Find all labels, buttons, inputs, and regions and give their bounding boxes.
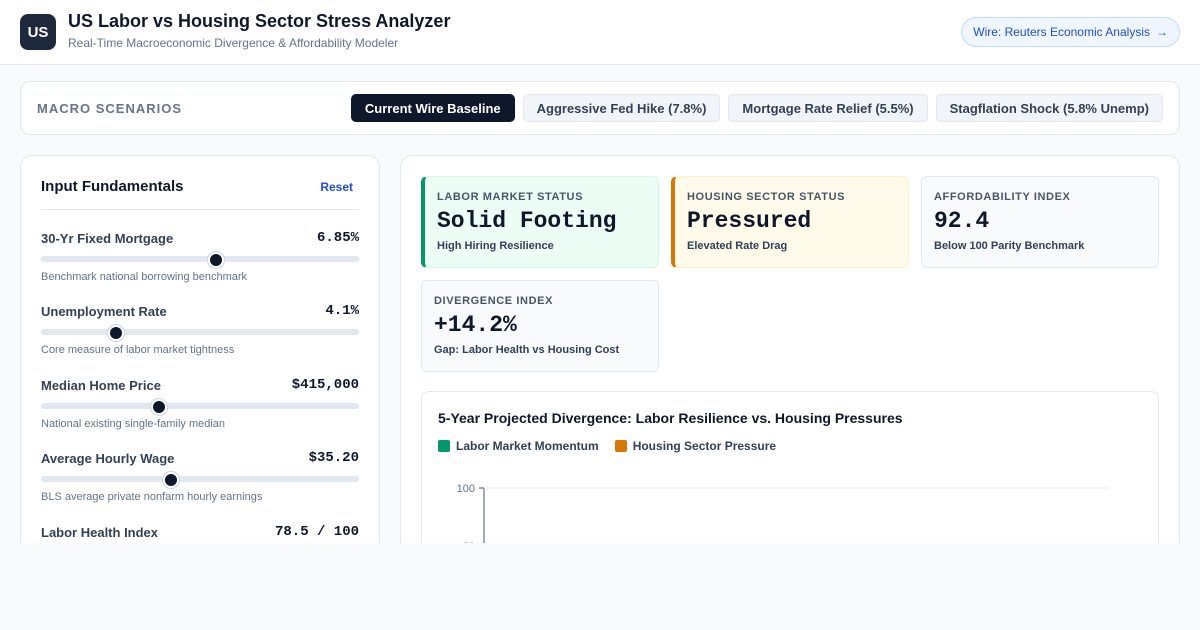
legend-label-labor: Labor Market Momentum	[456, 439, 599, 453]
legend-item-labor: Labor Market Momentum	[438, 439, 599, 453]
field-help: BLS average private nonfarm hourly earni…	[41, 491, 263, 503]
legend-item-housing: Housing Sector Pressure	[614, 439, 777, 453]
field-label: Labor Health Index	[41, 525, 159, 540]
field-value: 4.1%	[325, 303, 359, 319]
app-subtitle: Real-Time Macroeconomic Divergence & Aff…	[68, 36, 399, 50]
card-label: AFFORDABILITY INDEX	[934, 191, 1071, 203]
field-value: 6.85%	[316, 230, 359, 246]
app-header: US US Labor vs Housing Sector Stress Ana…	[0, 0, 1200, 65]
card-value: +14.2%	[434, 312, 517, 338]
card-value: Pressured	[687, 208, 812, 234]
app-title: US Labor vs Housing Sector Stress Analyz…	[68, 11, 451, 31]
panel-divider	[41, 209, 359, 210]
divergence-index-card: DIVERGENCE INDEX +14.2% Gap: Labor Healt…	[421, 280, 659, 372]
chart-title: 5-Year Projected Divergence: Labor Resil…	[438, 410, 903, 426]
field-help: Core measure of labor market tightness	[41, 344, 235, 356]
scenario-aggressive-fed-hike[interactable]: Aggressive Fed Hike (7.8%)	[522, 94, 721, 122]
mortgage-rate-slider-thumb[interactable]	[207, 252, 224, 268]
card-note: Below 100 Parity Benchmark	[934, 240, 1085, 252]
field-value: $415,000	[291, 377, 359, 393]
average-hourly-wage-field: Average Hourly Wage $35.20 BLS average p…	[41, 450, 359, 511]
chart-legend: Labor Market Momentum Housing Sector Pre…	[438, 439, 776, 453]
scenario-stagflation-shock[interactable]: Stagflation Shock (5.8% Unemp)	[935, 94, 1163, 122]
legend-swatch-housing	[614, 440, 627, 452]
field-help: National existing single-family median	[41, 418, 226, 430]
card-value: 92.4	[934, 208, 990, 234]
card-label: DIVERGENCE INDEX	[434, 295, 554, 307]
analysis-panel: LABOR MARKET STATUS Solid Footing High H…	[400, 155, 1180, 575]
field-label: Median Home Price	[41, 378, 161, 393]
page-bottom-background	[0, 543, 1200, 630]
scenarios-label: MACRO SCENARIOS	[37, 101, 183, 116]
mortgage-rate-field: 30-Yr Fixed Mortgage 6.85% Benchmark nat…	[41, 230, 359, 291]
average-hourly-wage-slider-thumb[interactable]	[163, 472, 180, 488]
scenario-mortgage-rate-relief[interactable]: Mortgage Rate Relief (5.5%)	[728, 94, 928, 122]
wire-source-label: Wire: Reuters Economic Analysis	[973, 25, 1150, 39]
housing-sector-status-card: HOUSING SECTOR STATUS Pressured Elevated…	[671, 176, 909, 268]
average-hourly-wage-slider-track[interactable]	[41, 476, 359, 482]
arrow-right-icon: →	[1156, 25, 1168, 39]
app-logo: US	[20, 14, 56, 50]
field-help: Benchmark national borrowing benchmark	[41, 271, 248, 283]
legend-swatch-labor	[438, 440, 450, 452]
card-label: LABOR MARKET STATUS	[437, 191, 584, 203]
card-label: HOUSING SECTOR STATUS	[687, 191, 846, 203]
card-note: Gap: Labor Health vs Housing Cost	[434, 344, 620, 356]
input-fundamentals-title: Input Fundamentals	[41, 178, 184, 195]
scenario-current-wire-baseline[interactable]: Current Wire Baseline	[350, 94, 515, 122]
card-note: High Hiring Resilience	[437, 240, 554, 252]
field-value: $35.20	[308, 450, 359, 466]
field-label: Unemployment Rate	[41, 304, 167, 319]
median-home-price-field: Median Home Price $415,000 National exis…	[41, 377, 359, 438]
median-home-price-slider-track[interactable]	[41, 403, 359, 409]
y-tick-label: 100	[457, 483, 475, 495]
unemployment-rate-slider-track[interactable]	[41, 329, 359, 335]
legend-label-housing: Housing Sector Pressure	[632, 439, 777, 453]
labor-market-status-card: LABOR MARKET STATUS Solid Footing High H…	[421, 176, 659, 268]
card-value: Solid Footing	[437, 208, 617, 234]
scenario-buttons: Current Wire Baseline Aggressive Fed Hik…	[350, 94, 1163, 122]
input-fundamentals-panel: Input Fundamentals Reset 30-Yr Fixed Mor…	[20, 155, 380, 575]
card-note: Elevated Rate Drag	[687, 240, 788, 252]
field-label: Average Hourly Wage	[41, 451, 175, 466]
macro-scenarios-bar: MACRO SCENARIOS Current Wire Baseline Ag…	[20, 81, 1180, 135]
field-label: 30-Yr Fixed Mortgage	[41, 231, 174, 246]
affordability-index-card: AFFORDABILITY INDEX 92.4 Below 100 Parit…	[921, 176, 1159, 268]
field-value: 78.5 / 100	[274, 524, 359, 540]
mortgage-rate-slider-track[interactable]	[41, 256, 359, 262]
median-home-price-slider-thumb[interactable]	[150, 399, 167, 415]
unemployment-rate-field: Unemployment Rate 4.1% Core measure of l…	[41, 303, 359, 364]
reset-button[interactable]: Reset	[320, 180, 353, 194]
unemployment-rate-slider-thumb[interactable]	[107, 325, 124, 341]
wire-source-link[interactable]: Wire: Reuters Economic Analysis →	[961, 17, 1180, 47]
